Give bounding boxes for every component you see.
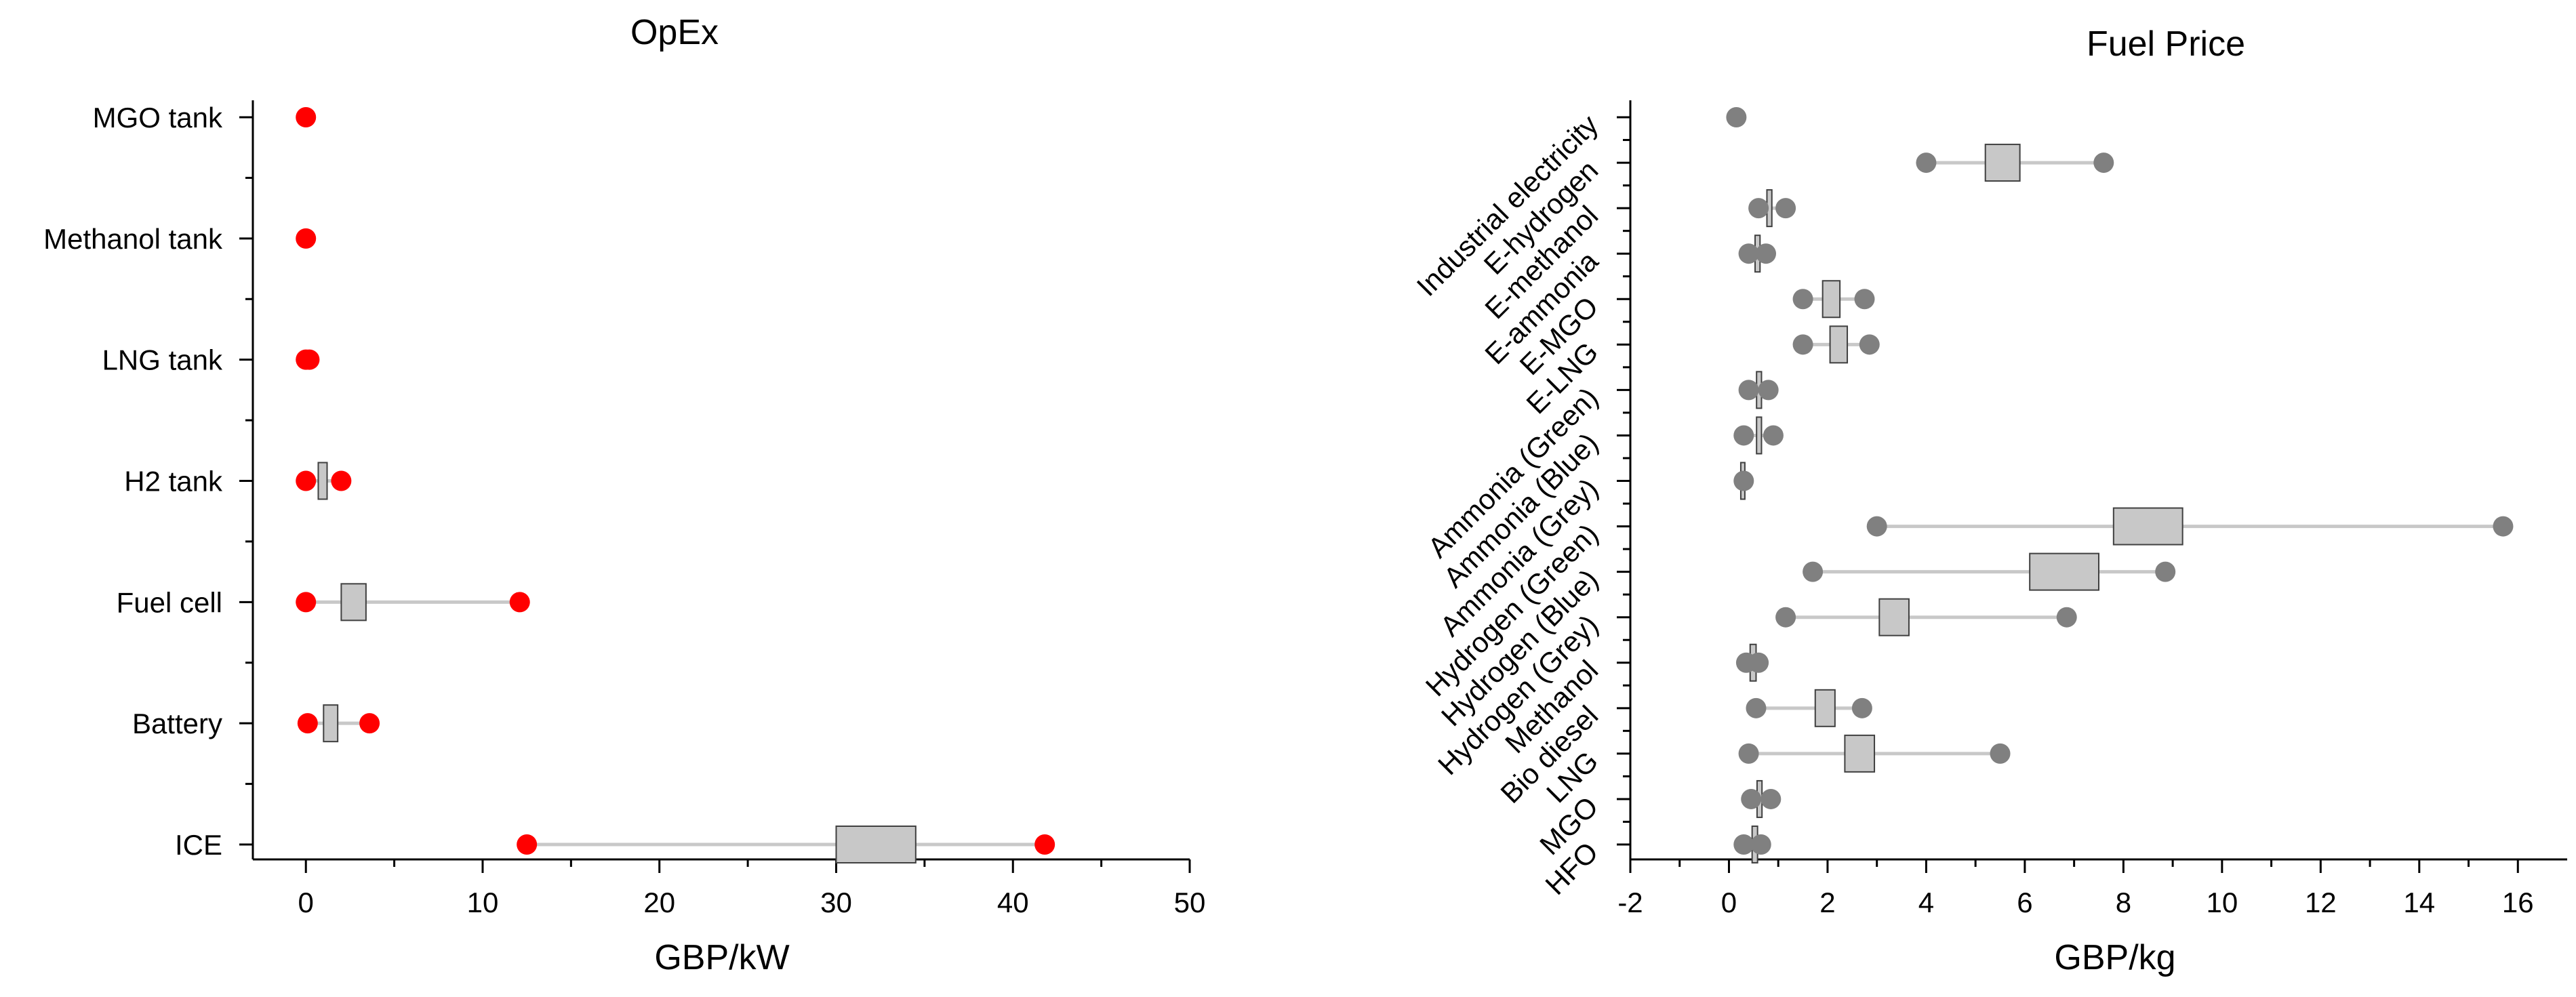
point-ammonia-green-min: [1738, 380, 1759, 401]
box-battery: [323, 704, 339, 743]
fuel-price-x-tick-label: 14: [2403, 887, 2435, 918]
point-e-hydrogen-max: [2093, 152, 2114, 174]
point-bio-diesel-max: [1851, 697, 1872, 718]
point-battery-max: [359, 713, 380, 734]
box-lng: [1844, 734, 1876, 773]
fuel-price-x-tick-label: 4: [1918, 887, 1934, 918]
box-bio-diesel: [1814, 689, 1836, 727]
opex-x-tick-label: 20: [643, 887, 675, 918]
category-label-h2-tank: H2 tank: [124, 466, 223, 497]
point-bio-diesel-min: [1746, 697, 1767, 718]
point-ammonia-grey-min: [1733, 470, 1754, 491]
category-label-fuel-cell: Fuel cell: [117, 586, 222, 618]
point-hydrogen-green-max: [2493, 516, 2514, 537]
point-lng-min: [1738, 743, 1759, 764]
box-e-mgo: [1822, 280, 1841, 319]
opex-x-tick-label: 10: [467, 887, 499, 918]
box-e-hydrogen: [1984, 144, 2021, 182]
box-fuel-cell: [340, 583, 367, 622]
opex-chart-title: OpEx: [630, 13, 719, 52]
point-hydrogen-blue-min: [1803, 561, 1824, 582]
opex-x-tick-label: 30: [820, 887, 852, 918]
box-hydrogen-blue: [2029, 552, 2100, 591]
point-methanol-tank-min: [296, 228, 317, 249]
fuel-price-chart: Fuel Price GBP/kg -2 0 2 4 6 8 10 12 14 16HFOMGOL…: [1411, 24, 2567, 977]
category-label-battery: Battery: [132, 708, 222, 739]
point-e-lng-min: [1792, 334, 1813, 355]
box-e-lng: [1829, 325, 1849, 364]
box-h2-tank: [317, 462, 328, 500]
opex-x-axis-label: GBP/kW: [654, 938, 789, 977]
point-e-ammonia-max: [1756, 243, 1777, 264]
fuel-price-x-tick-label: 12: [2305, 887, 2337, 918]
fuel-price-x-tick-label: 8: [2116, 887, 2131, 918]
category-label-methanol-tank: Methanol tank: [43, 223, 223, 255]
point-ice-max: [1034, 834, 1055, 855]
opex-x-tick-label: 50: [1174, 887, 1206, 918]
opex-x-tick-label: 40: [997, 887, 1029, 918]
point-mgo-max: [1760, 788, 1782, 809]
point-e-methanol-min: [1748, 198, 1769, 219]
point-fuel-cell-max: [509, 592, 530, 613]
fuel-price-x-tick-label: 16: [2502, 887, 2534, 918]
point-hydrogen-grey-max: [2056, 607, 2077, 628]
box-ammonia-blue: [1756, 416, 1763, 455]
fuel-price-chart-title: Fuel Price: [2087, 24, 2245, 64]
point-e-mgo-min: [1792, 289, 1813, 310]
point-battery-min: [297, 713, 318, 734]
fuel-price-x-axis-label: GBP/kg: [2054, 938, 2175, 977]
point-hfo-min: [1733, 834, 1754, 855]
point-mgo-min: [1741, 788, 1762, 809]
point-e-hydrogen-min: [1916, 152, 1937, 174]
point-methanol-max: [1748, 652, 1769, 673]
point-lng-max: [1990, 743, 2011, 764]
category-label-ice: ICE: [175, 829, 222, 861]
point-e-ammonia-min: [1738, 243, 1759, 264]
box-hydrogen-green: [2112, 507, 2183, 546]
point-fuel-cell-min: [296, 592, 317, 613]
point-ammonia-green-max: [1758, 380, 1779, 401]
fuel-price-x-tick-label: -2: [1617, 887, 1643, 918]
point-hydrogen-green-min: [1866, 516, 1887, 537]
point-hfo-max: [1750, 834, 1771, 855]
point-ice-min: [517, 834, 538, 855]
point-hydrogen-grey-min: [1775, 607, 1796, 628]
point-e-mgo-max: [1854, 289, 1875, 310]
box-hydrogen-grey: [1878, 598, 1910, 636]
fuel-price-x-tick-label: 10: [2206, 887, 2238, 918]
opex-x-tick-label: 0: [298, 887, 314, 918]
point-mgo-tank-min: [296, 107, 317, 127]
point-ammonia-blue-min: [1733, 425, 1754, 446]
point-h2-tank-max: [331, 470, 352, 491]
fuel-price-x-tick-label: 0: [1721, 887, 1737, 918]
point-hydrogen-blue-max: [2155, 561, 2176, 582]
opex-plot-area: 0 10 20 30 40 50 ICE Battery Fuel cell H2 tank LNG…: [43, 100, 1205, 918]
box-ice: [835, 826, 917, 863]
fuel-price-x-tick-label: 6: [2017, 887, 2032, 918]
point-e-methanol-max: [1775, 198, 1796, 219]
opex-chart: OpEx GBP/kW 0 10 20 30 40 50 ICE Battery Fuel ce…: [43, 13, 1205, 977]
point-industrial-electricity-min: [1726, 107, 1747, 127]
point-e-lng-max: [1859, 334, 1880, 355]
point-h2-tank-min: [296, 470, 317, 491]
point-ammonia-blue-max: [1763, 425, 1784, 446]
category-label-lng-tank: LNG tank: [102, 344, 223, 376]
fuel-price-x-tick-label: 2: [1819, 887, 1835, 918]
category-label-mgo-tank: MGO tank: [93, 102, 223, 134]
point-lng-tank-max: [299, 349, 320, 370]
